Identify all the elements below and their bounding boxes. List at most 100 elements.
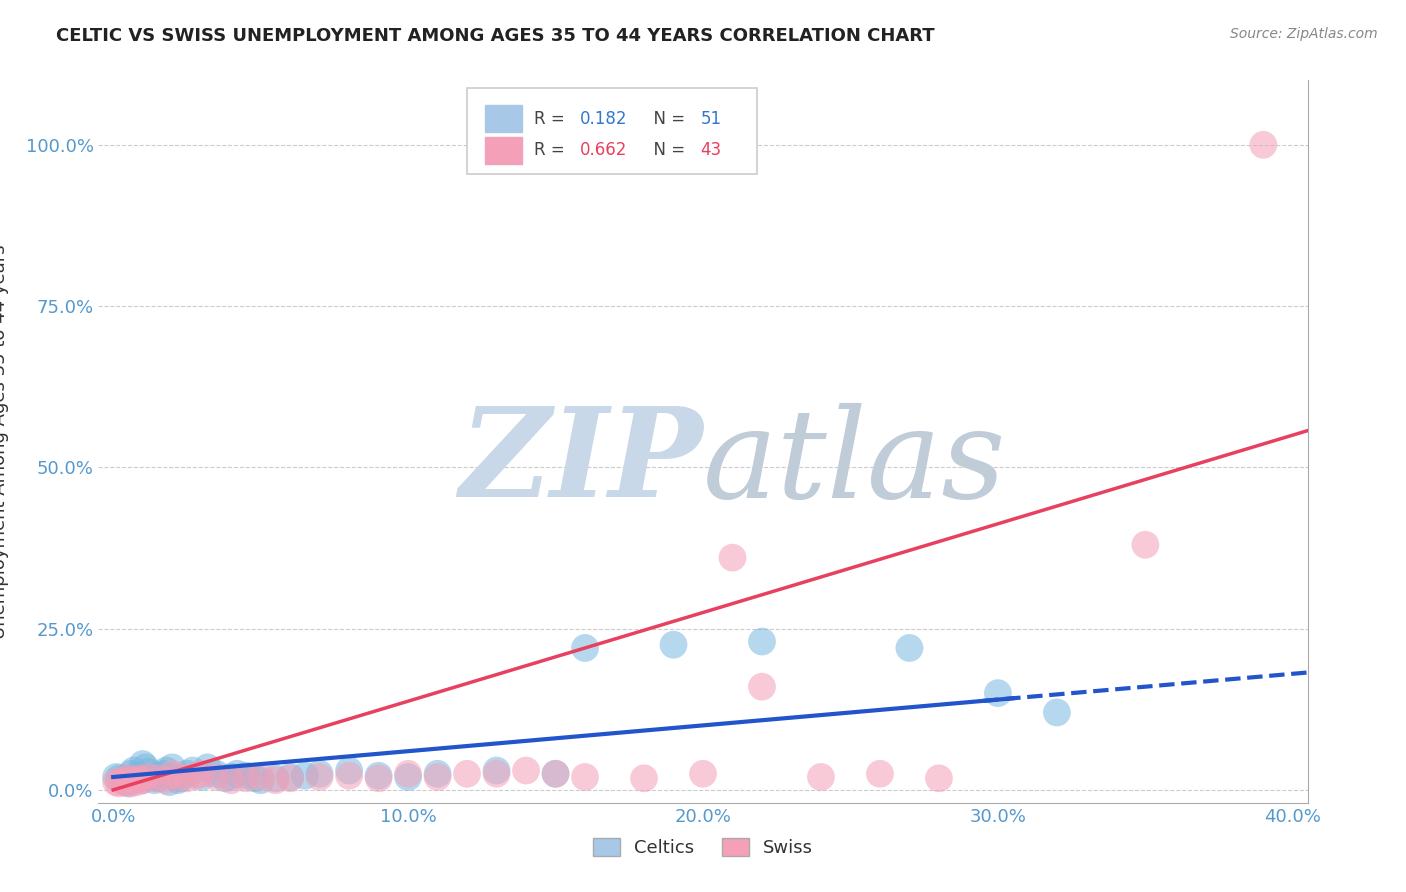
- Point: [485, 766, 508, 780]
- Text: R =: R =: [534, 141, 569, 160]
- Point: [135, 760, 157, 774]
- Point: [125, 769, 148, 783]
- Point: [167, 773, 190, 788]
- Point: [181, 764, 204, 778]
- Text: 0.182: 0.182: [579, 110, 627, 128]
- Point: [141, 770, 163, 784]
- Point: [128, 772, 150, 786]
- Point: [278, 772, 301, 786]
- Point: [138, 770, 160, 784]
- Point: [176, 766, 198, 780]
- FancyBboxPatch shape: [485, 105, 522, 132]
- Legend: Celtics, Swiss: Celtics, Swiss: [583, 829, 823, 866]
- Point: [278, 770, 301, 784]
- Point: [337, 769, 360, 783]
- Point: [117, 776, 139, 790]
- Point: [120, 776, 142, 790]
- Point: [235, 769, 257, 783]
- Point: [170, 772, 193, 786]
- Point: [367, 772, 389, 786]
- Point: [337, 764, 360, 778]
- Text: 0.662: 0.662: [579, 141, 627, 160]
- Point: [308, 770, 330, 784]
- Point: [165, 770, 187, 784]
- Point: [574, 770, 596, 784]
- Point: [396, 770, 419, 784]
- Point: [131, 757, 153, 772]
- Point: [184, 769, 207, 783]
- Point: [146, 772, 169, 786]
- Point: [131, 773, 153, 788]
- FancyBboxPatch shape: [485, 136, 522, 164]
- Text: N =: N =: [643, 110, 690, 128]
- Point: [1046, 706, 1069, 720]
- Point: [249, 770, 271, 784]
- Point: [751, 634, 773, 648]
- Point: [155, 764, 177, 778]
- Point: [928, 772, 950, 786]
- Point: [146, 772, 169, 786]
- Point: [105, 775, 128, 789]
- Text: 51: 51: [700, 110, 721, 128]
- Point: [367, 769, 389, 783]
- Point: [426, 766, 449, 780]
- Point: [205, 770, 228, 784]
- Point: [426, 770, 449, 784]
- Point: [294, 769, 316, 783]
- Text: Source: ZipAtlas.com: Source: ZipAtlas.com: [1230, 27, 1378, 41]
- Point: [122, 773, 145, 788]
- Point: [128, 772, 150, 786]
- Point: [214, 772, 236, 786]
- FancyBboxPatch shape: [467, 87, 758, 174]
- Point: [396, 766, 419, 780]
- Point: [105, 770, 128, 784]
- Text: CELTIC VS SWISS UNEMPLOYMENT AMONG AGES 35 TO 44 YEARS CORRELATION CHART: CELTIC VS SWISS UNEMPLOYMENT AMONG AGES …: [56, 27, 935, 45]
- Point: [197, 760, 219, 774]
- Point: [264, 772, 287, 786]
- Y-axis label: Unemployment Among Ages 35 to 44 years: Unemployment Among Ages 35 to 44 years: [0, 244, 8, 639]
- Text: ZIP: ZIP: [460, 402, 703, 524]
- Point: [219, 773, 242, 788]
- Point: [111, 773, 134, 788]
- Point: [898, 640, 921, 655]
- Text: atlas: atlas: [703, 402, 1007, 524]
- Point: [544, 766, 567, 780]
- Point: [1135, 538, 1157, 552]
- Point: [264, 773, 287, 788]
- Point: [149, 769, 172, 783]
- Point: [152, 766, 174, 780]
- Point: [456, 766, 478, 780]
- Text: N =: N =: [643, 141, 690, 160]
- Point: [574, 640, 596, 655]
- Point: [662, 638, 685, 652]
- Point: [308, 766, 330, 780]
- Point: [515, 764, 537, 778]
- Point: [167, 770, 190, 784]
- Point: [219, 770, 242, 784]
- Point: [125, 775, 148, 789]
- Point: [114, 775, 136, 789]
- Point: [1253, 137, 1275, 152]
- Point: [751, 680, 773, 694]
- Text: 43: 43: [700, 141, 721, 160]
- Point: [249, 773, 271, 788]
- Point: [205, 766, 228, 780]
- Point: [869, 766, 891, 780]
- Point: [138, 764, 160, 779]
- Point: [120, 766, 142, 780]
- Point: [987, 686, 1010, 700]
- Point: [108, 776, 131, 790]
- Point: [190, 766, 212, 780]
- Point: [157, 775, 180, 789]
- Point: [243, 772, 266, 786]
- Point: [235, 772, 257, 786]
- Point: [485, 764, 508, 778]
- Point: [692, 766, 714, 780]
- Point: [108, 772, 131, 786]
- Point: [111, 773, 134, 788]
- Point: [544, 766, 567, 780]
- Point: [143, 773, 166, 788]
- Point: [226, 766, 249, 780]
- Point: [190, 770, 212, 784]
- Point: [114, 775, 136, 789]
